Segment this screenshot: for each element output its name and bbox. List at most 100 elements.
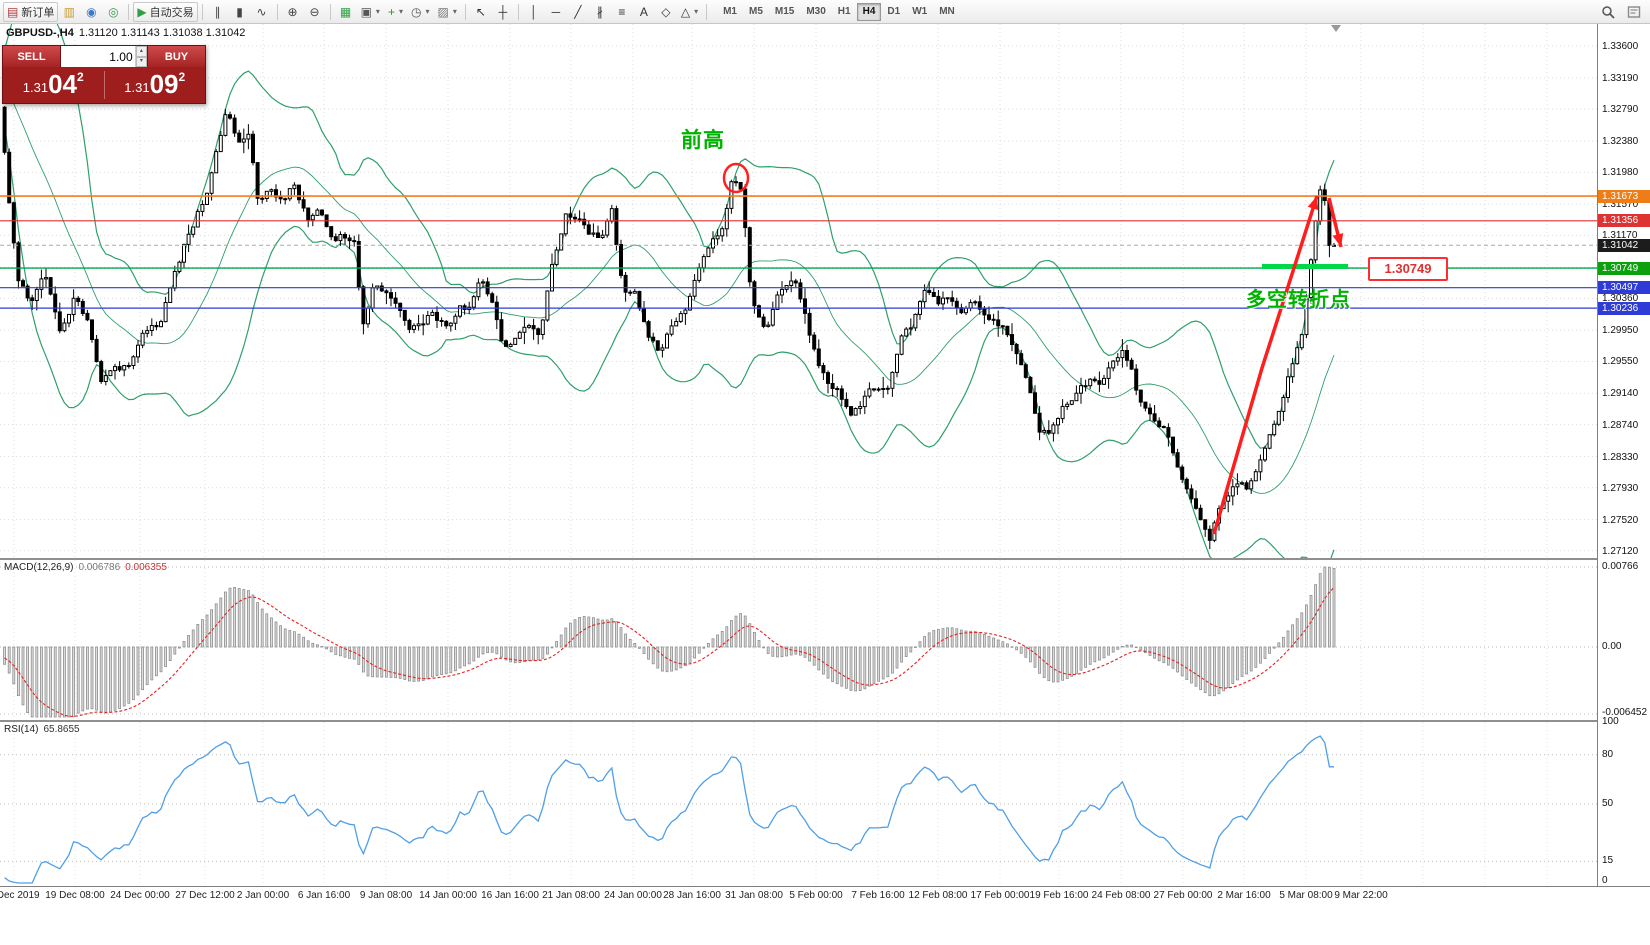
time-tick-label: 14 Jan 00:00 <box>419 890 477 901</box>
candlestick-chart-icon: ▮ <box>236 4 243 19</box>
volume-input[interactable] <box>61 46 135 67</box>
chevron-down-icon: ▾ <box>452 7 457 16</box>
toolbar-separator <box>128 3 130 20</box>
profile-icon[interactable]: ◉ <box>80 2 102 22</box>
buy-price[interactable]: 1.31 09 2 <box>124 68 186 99</box>
properties-button[interactable] <box>1623 2 1645 22</box>
panel-splitter[interactable] <box>0 558 1650 560</box>
chart-title: GBPUSD-,H4 1.31120 1.31143 1.31038 1.3104… <box>6 27 245 39</box>
vertical-line-button[interactable]: │ <box>523 2 545 22</box>
tile-windows-button[interactable]: ▦ <box>335 2 357 22</box>
volume-control: ▴ ▾ <box>60 46 148 67</box>
price-tick-label: 1.27520 <box>1602 514 1639 526</box>
toolbar-separator <box>329 3 331 20</box>
level-badge: 1.30236 <box>1598 301 1650 315</box>
zoom-in-button[interactable]: ⊕ <box>282 2 304 22</box>
toolbar-right <box>1597 2 1645 22</box>
timeframe-m30[interactable]: M30 <box>800 3 831 21</box>
toolbar-separator <box>464 3 466 20</box>
text-button[interactable]: A <box>633 2 655 22</box>
price-tick-label: 1.28330 <box>1602 451 1639 463</box>
price-axis[interactable]: 1.33600 1.33190 1.32790 1.32380 1.31980 1.315… <box>1597 24 1650 886</box>
toolbar-groups: ▤ 新订单 ▥ ◉ ◎ ▶ 自动交易 ∥ ▮ ∿ ⊕ ⊖ ▦ ▣ ▾ + ▾ ◷ ▾ ▨ ▾ ↖ ┼ │ ─ ╱ ∦ ≡ A ◇ △ ▾ <box>3 1 711 22</box>
annotation-circle[interactable] <box>722 162 750 194</box>
market-watch-icon[interactable]: ▥ <box>58 2 80 22</box>
macd-panel[interactable] <box>0 560 1597 720</box>
templates-icon: ▨ <box>437 4 449 19</box>
rsi-scale-50: 50 <box>1602 798 1614 809</box>
annotation-green-bar[interactable] <box>1262 264 1348 269</box>
arrow-label-button[interactable]: ◇ <box>655 2 677 22</box>
trendline-button[interactable]: ╱ <box>567 2 589 22</box>
crosshair-button[interactable]: ┼ <box>492 2 514 22</box>
shapes-dropdown[interactable]: △ ▾ <box>677 2 702 22</box>
cursor-button[interactable]: ↖ <box>470 2 492 22</box>
time-tick-label: 17 Feb 00:00 <box>970 890 1030 901</box>
channel-button[interactable]: ∦ <box>589 2 611 22</box>
bar-chart-icon: ∥ <box>214 4 221 19</box>
sell-button[interactable]: SELL <box>3 46 60 67</box>
price-chart[interactable] <box>0 0 1597 575</box>
arrow-label-icon: ◇ <box>661 4 671 19</box>
zoom-out-button[interactable]: ⊖ <box>304 2 326 22</box>
time-tick-label: 5 Mar 08:00 <box>1279 890 1333 901</box>
horizontal-line-button[interactable]: ─ <box>545 2 567 22</box>
new-order-icon: ▤ <box>7 4 19 19</box>
new-chart-icon: ▣ <box>360 4 372 19</box>
annotation-previous-high[interactable]: 前高 <box>681 129 725 152</box>
rsi-panel[interactable] <box>0 722 1597 886</box>
timeframe-w1[interactable]: W1 <box>906 3 933 21</box>
timeframe-m1[interactable]: M1 <box>717 3 743 21</box>
fibonacci-icon: ≡ <box>618 4 626 19</box>
rsi-line <box>4 735 1334 884</box>
autotrading-icon: ▶ <box>137 4 147 19</box>
price-tick-label: 1.31570 <box>1602 199 1639 211</box>
sell-price[interactable]: 1.31 04 2 <box>22 68 84 99</box>
volume-down-button[interactable]: ▾ <box>135 56 147 67</box>
candlestick-chart-button[interactable]: ▮ <box>229 2 251 22</box>
web-community-icon[interactable]: ◎ <box>102 2 124 22</box>
rsi-scale-15: 15 <box>1602 855 1614 867</box>
timeframe-m5[interactable]: M5 <box>743 3 769 21</box>
timeframe-d1[interactable]: D1 <box>881 3 906 21</box>
price-tick-label: 1.31170 <box>1602 230 1638 242</box>
timeframe-mn[interactable]: MN <box>933 3 961 21</box>
fibonacci-button[interactable]: ≡ <box>611 2 633 22</box>
time-tick-label: 9 Jan 08:00 <box>359 890 413 901</box>
rsi-value: 65.8655 <box>43 724 80 735</box>
autotrading-button[interactable]: ▶ 自动交易 <box>133 1 198 22</box>
vertical-line-icon: │ <box>530 4 538 19</box>
timeframe-h4[interactable]: H4 <box>856 2 882 21</box>
new-order-button[interactable]: ▤ 新订单 <box>3 1 59 22</box>
price-tick-label: 1.30360 <box>1602 293 1639 305</box>
time-axis[interactable]: 6 Dec 2019 19 Dec 08:00 24 Dec 00:00 27 Dec… <box>0 886 1650 904</box>
annotation-price-flag[interactable]: 1.30749 <box>1368 257 1448 281</box>
level-badge: 1.31673 <box>1598 189 1650 203</box>
volume-up-button[interactable]: ▴ <box>135 46 147 57</box>
timeframe-h1[interactable]: H1 <box>832 3 857 21</box>
search-button[interactable] <box>1597 2 1619 22</box>
rsi-scale-0: 0 <box>1602 875 1608 886</box>
line-chart-button[interactable]: ∿ <box>251 2 273 22</box>
properties-icon <box>1627 5 1641 18</box>
annotation-up-arrow[interactable] <box>1212 195 1319 535</box>
periods-dropdown[interactable]: ◷ ▾ <box>407 2 434 22</box>
new-chart-dropdown[interactable]: ▣ ▾ <box>357 2 384 22</box>
templates-dropdown[interactable]: ▨ ▾ <box>433 2 460 22</box>
zoom-in-icon: ⊕ <box>287 4 298 19</box>
timeframe-toolbar: M1 M5 M15 M30 H1 H4 D1 W1 MN <box>717 2 961 21</box>
buy-button[interactable]: BUY <box>148 46 205 67</box>
chevron-up-icon: ▴ <box>139 47 143 54</box>
periods-icon: ◷ <box>410 4 422 19</box>
annotation-turning-point[interactable]: 多空转折点 <box>1246 289 1351 311</box>
macd-label: MACD(12,26,9) 0.006786 0.006355 <box>4 562 167 573</box>
macd-scale-max: 0.00766 <box>1602 561 1639 572</box>
bar-chart-button[interactable]: ∥ <box>207 2 229 22</box>
search-icon <box>1602 5 1615 19</box>
price-tick-label: 1.27930 <box>1602 482 1639 494</box>
panel-splitter[interactable] <box>0 720 1650 722</box>
timeframe-m15[interactable]: M15 <box>769 3 800 21</box>
indicators-dropdown[interactable]: + ▾ <box>384 2 407 22</box>
market-watch-icon-icon: ▥ <box>63 4 76 19</box>
